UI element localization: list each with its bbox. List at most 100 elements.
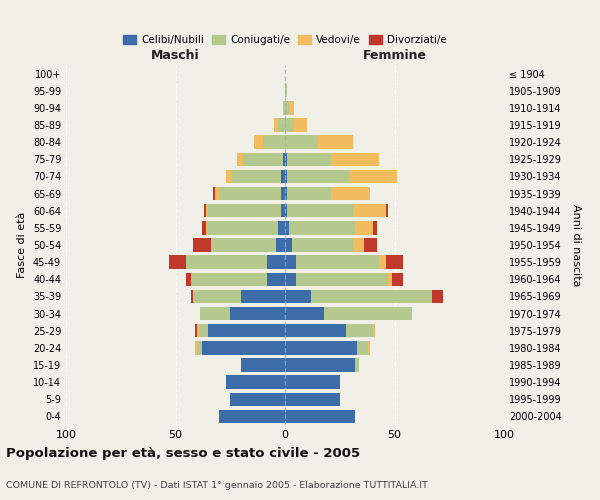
Bar [187, 256, 268, 269]
Bar [202, 341, 285, 354]
Bar [226, 170, 232, 183]
Bar [364, 238, 377, 252]
Bar [197, 324, 200, 338]
Bar [237, 152, 244, 166]
Bar [200, 324, 208, 338]
Text: COMUNE DI REFRONTOLO (TV) - Dati ISTAT 1° gennaio 2005 - Elaborazione TUTTITALIA: COMUNE DI REFRONTOLO (TV) - Dati ISTAT 1… [6, 480, 428, 490]
Bar [285, 118, 294, 132]
Bar [353, 238, 364, 252]
Bar [281, 204, 285, 218]
Bar [285, 324, 346, 338]
Bar [169, 256, 187, 269]
Bar [283, 152, 285, 166]
Bar [191, 272, 268, 286]
Bar [285, 152, 287, 166]
Bar [331, 187, 370, 200]
Bar [206, 221, 208, 234]
Bar [278, 221, 285, 234]
Text: Femmine: Femmine [362, 50, 427, 62]
Legend: Celibi/Nubili, Coniugati/e, Vedovi/e, Divorziati/e: Celibi/Nubili, Coniugati/e, Vedovi/e, Di… [119, 30, 451, 49]
Bar [208, 204, 281, 218]
Bar [357, 341, 368, 354]
Bar [292, 238, 353, 252]
Bar [191, 290, 193, 303]
Bar [285, 170, 287, 183]
Bar [226, 376, 285, 389]
Bar [187, 272, 191, 286]
Bar [289, 101, 294, 114]
Bar [311, 290, 432, 303]
Bar [211, 238, 276, 252]
Y-axis label: Fasce di età: Fasce di età [17, 212, 27, 278]
Bar [241, 290, 285, 303]
Bar [197, 341, 202, 354]
Bar [373, 221, 377, 234]
Bar [386, 204, 388, 218]
Bar [285, 221, 289, 234]
Text: Popolazione per età, sesso e stato civile - 2005: Popolazione per età, sesso e stato civil… [6, 448, 360, 460]
Bar [285, 238, 292, 252]
Bar [388, 272, 392, 286]
Bar [331, 152, 379, 166]
Bar [289, 221, 355, 234]
Bar [200, 307, 230, 320]
Bar [285, 307, 325, 320]
Bar [193, 238, 211, 252]
Bar [285, 376, 340, 389]
Bar [220, 410, 285, 423]
Bar [392, 272, 403, 286]
Bar [349, 170, 397, 183]
Bar [355, 221, 373, 234]
Bar [230, 392, 285, 406]
Bar [204, 204, 206, 218]
Bar [268, 272, 285, 286]
Bar [208, 324, 285, 338]
Bar [202, 221, 206, 234]
Bar [285, 84, 287, 98]
Bar [296, 256, 379, 269]
Bar [325, 307, 412, 320]
Bar [274, 118, 278, 132]
Bar [213, 187, 215, 200]
Bar [263, 136, 285, 149]
Bar [287, 152, 331, 166]
Bar [254, 136, 263, 149]
Bar [432, 290, 443, 303]
Bar [287, 204, 353, 218]
Bar [296, 272, 388, 286]
Bar [285, 136, 318, 149]
Bar [285, 410, 355, 423]
Bar [283, 101, 285, 114]
Bar [287, 187, 331, 200]
Bar [215, 187, 220, 200]
Bar [230, 307, 285, 320]
Bar [195, 341, 197, 354]
Bar [268, 256, 285, 269]
Bar [285, 392, 340, 406]
Bar [386, 256, 403, 269]
Bar [278, 118, 285, 132]
Bar [276, 238, 285, 252]
Bar [285, 187, 287, 200]
Bar [220, 187, 281, 200]
Bar [318, 136, 353, 149]
Text: Maschi: Maschi [151, 50, 200, 62]
Bar [285, 341, 357, 354]
Bar [285, 358, 355, 372]
Bar [244, 152, 283, 166]
Bar [285, 204, 287, 218]
Bar [195, 324, 197, 338]
Bar [287, 170, 349, 183]
Bar [353, 204, 386, 218]
Bar [285, 272, 296, 286]
Bar [232, 170, 281, 183]
Bar [355, 358, 359, 372]
Bar [368, 341, 370, 354]
Bar [373, 324, 375, 338]
Bar [206, 204, 208, 218]
Y-axis label: Anni di nascita: Anni di nascita [571, 204, 581, 286]
Bar [346, 324, 373, 338]
Bar [285, 256, 296, 269]
Bar [241, 358, 285, 372]
Bar [285, 101, 289, 114]
